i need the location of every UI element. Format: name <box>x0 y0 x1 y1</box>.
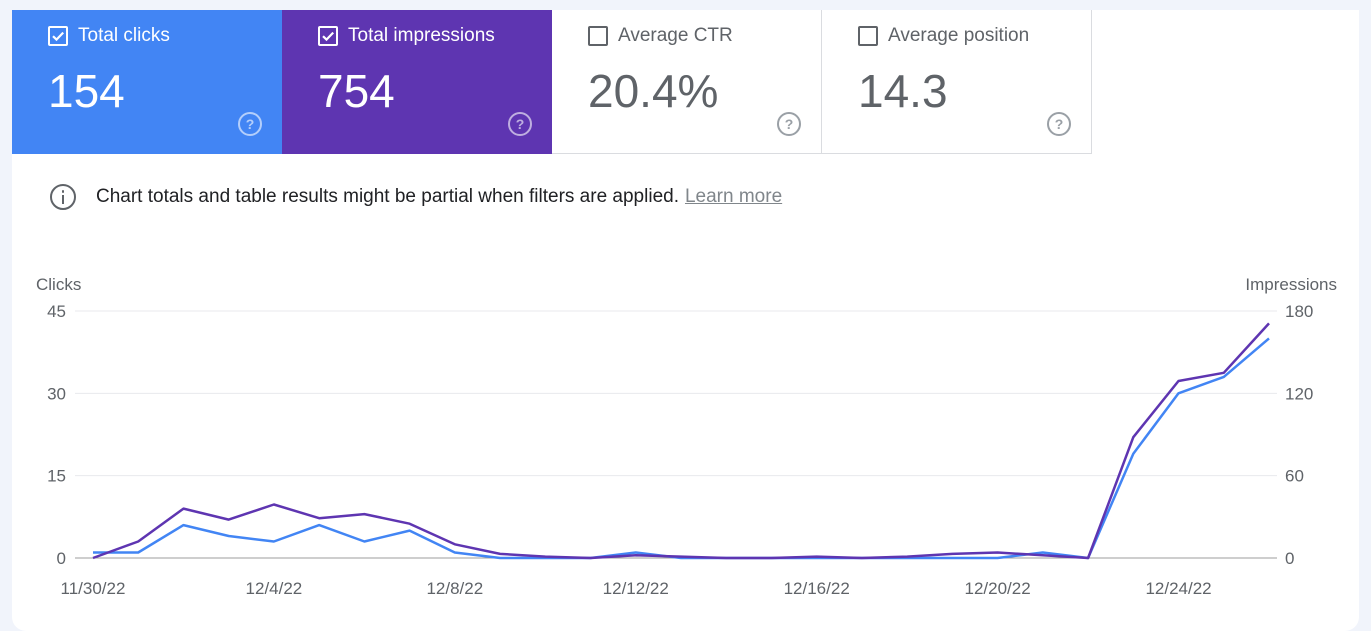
metric-tabs: Total clicks 154 ? Total impressions 754… <box>12 10 1092 154</box>
partial-results-notice: Chart totals and table results might be … <box>50 182 782 212</box>
learn-more-link[interactable]: Learn more <box>684 186 783 207</box>
metric-total-impressions[interactable]: Total impressions 754 ? <box>282 10 552 154</box>
help-icon[interactable]: ? <box>777 112 801 136</box>
checkbox-checked-icon[interactable] <box>318 26 338 46</box>
help-icon[interactable]: ? <box>508 112 532 136</box>
chart-gridlines <box>75 310 1277 559</box>
chart-series <box>92 322 1270 560</box>
series-line-impressions <box>92 322 1270 560</box>
left-tick-label: 0 <box>57 549 66 568</box>
metric-label: Total impressions <box>348 25 495 46</box>
help-icon[interactable]: ? <box>238 112 262 136</box>
left-axis-title: Clicks <box>36 275 81 294</box>
metric-value: 754 <box>318 65 395 117</box>
metric-average-position[interactable]: Average position 14.3 ? <box>822 10 1092 154</box>
metric-value: 20.4% <box>588 65 719 117</box>
x-tick-label: 12/20/22 <box>965 579 1031 598</box>
x-tick-label: 12/24/22 <box>1145 579 1211 598</box>
checkbox-unchecked-icon[interactable] <box>858 26 878 46</box>
metric-label: Average position <box>888 25 1030 46</box>
right-tick-label: 0 <box>1285 549 1294 568</box>
right-tick-label: 180 <box>1285 302 1313 321</box>
left-tick-label: 15 <box>47 467 66 486</box>
checkbox-checked-icon[interactable] <box>48 26 68 46</box>
right-axis-title: Impressions <box>1245 275 1337 294</box>
checkbox-unchecked-icon[interactable] <box>588 26 608 46</box>
right-axis-ticks: 0 60 120 180 <box>1285 302 1313 568</box>
left-tick-label: 30 <box>47 384 66 403</box>
x-tick-label: 12/4/22 <box>246 579 303 598</box>
x-tick-label: 11/30/22 <box>61 579 126 598</box>
metric-value: 14.3 <box>858 65 948 117</box>
x-tick-label: 12/16/22 <box>784 579 850 598</box>
performance-card: Total clicks 154 ? Total impressions 754… <box>12 10 1359 631</box>
metric-value: 154 <box>48 65 125 117</box>
help-icon[interactable]: ? <box>1047 112 1071 136</box>
info-icon <box>50 184 76 210</box>
left-tick-label: 45 <box>47 302 66 321</box>
x-axis-ticks: 11/30/22 12/4/22 12/8/22 12/12/22 12/16/22 12… <box>61 579 1212 598</box>
metric-label: Total clicks <box>78 25 170 46</box>
left-axis-ticks: 0 15 30 45 <box>47 302 66 568</box>
series-line-clicks <box>93 337 1270 560</box>
metric-total-clicks[interactable]: Total clicks 154 ? <box>12 10 282 154</box>
metric-average-ctr[interactable]: Average CTR 20.4% ? <box>552 10 822 154</box>
right-tick-label: 60 <box>1285 467 1304 486</box>
x-tick-label: 12/12/22 <box>603 579 669 598</box>
performance-chart: Clicks Impressions 0 15 30 45 0 60 120 180 11/… <box>36 275 1337 598</box>
x-tick-label: 12/8/22 <box>426 579 483 598</box>
metric-label: Average CTR <box>618 25 733 46</box>
right-tick-label: 120 <box>1285 384 1313 403</box>
notice-text: Chart totals and table results might be … <box>96 186 679 207</box>
